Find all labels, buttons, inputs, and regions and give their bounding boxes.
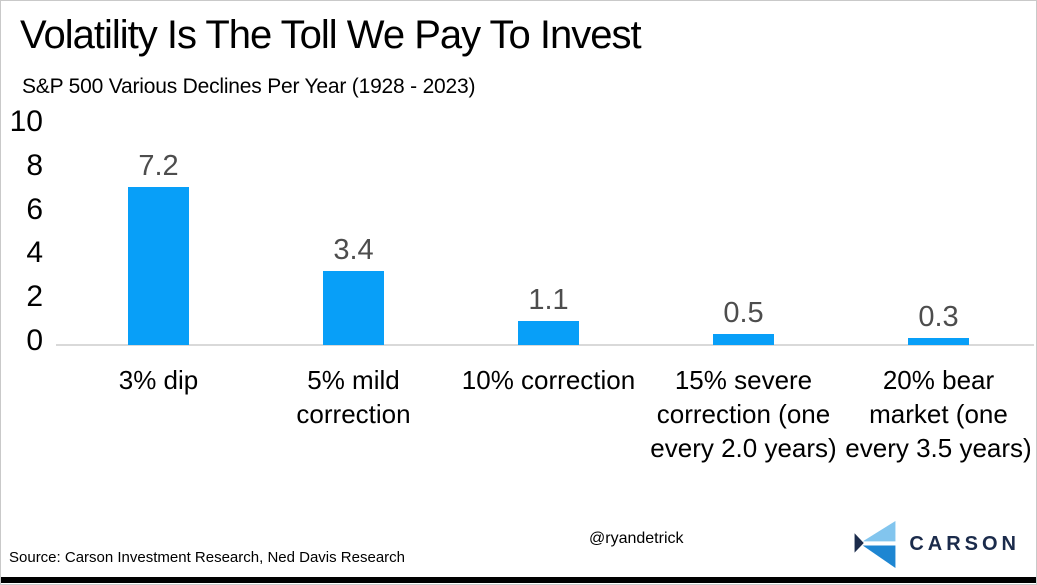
chart-column: 1.1 10% correction xyxy=(451,1,646,511)
y-tick-label: 2 xyxy=(26,280,43,314)
category-label: 3% dip xyxy=(118,365,199,395)
chart-subtitle: S&P 500 Various Declines Per Year (1928 … xyxy=(22,75,476,98)
bar-value-label: 1.1 xyxy=(528,283,569,316)
category-label: 5% mild correction xyxy=(296,365,411,429)
bottom-accent-bar xyxy=(1,577,1036,583)
carson-logo: CARSON xyxy=(854,521,1020,568)
bar-value-label: 0.5 xyxy=(723,297,764,330)
bar-value-label: 3.4 xyxy=(333,233,374,266)
y-tick-label: 10 xyxy=(9,105,43,138)
bar xyxy=(128,187,189,345)
chart-column: 0.3 20% bear market (one every 3.5 years) xyxy=(841,1,1036,511)
bar-value-label: 7.2 xyxy=(138,150,179,183)
category-label: 20% bear market (one every 3.5 years) xyxy=(845,365,1032,463)
bar xyxy=(323,270,384,345)
y-tick-label: 4 xyxy=(26,236,43,270)
bar xyxy=(713,334,774,345)
category-label: 10% correction xyxy=(461,365,636,395)
chart-column: 7.2 3% dip xyxy=(61,1,256,511)
carson-chevron-icon xyxy=(854,521,896,568)
category-label: 15% severe correction (one every 2.0 yea… xyxy=(650,365,837,463)
twitter-handle: @ryandetrick xyxy=(589,530,684,547)
x-axis-line xyxy=(56,344,1034,346)
bar xyxy=(518,320,579,345)
source-note: Source: Carson Investment Research, Ned … xyxy=(9,549,406,566)
carson-logo-text: CARSON xyxy=(909,533,1020,555)
y-tick-label: 6 xyxy=(26,192,43,226)
chart-title: Volatility Is The Toll We Pay To Invest xyxy=(20,13,642,57)
bar-chart: 0 2 4 6 8 10 7.2 3% dip 3.4 5% mild correction 1.… xyxy=(1,1,1036,511)
bar xyxy=(908,338,969,345)
chart-column: 3.4 5% mild correction xyxy=(256,1,451,511)
chart-column: 0.5 15% severe correction (one every 2.0 … xyxy=(646,1,841,511)
y-tick-label: 8 xyxy=(26,148,43,182)
y-tick-label: 0 xyxy=(26,324,43,357)
bar-value-label: 0.3 xyxy=(918,301,959,334)
